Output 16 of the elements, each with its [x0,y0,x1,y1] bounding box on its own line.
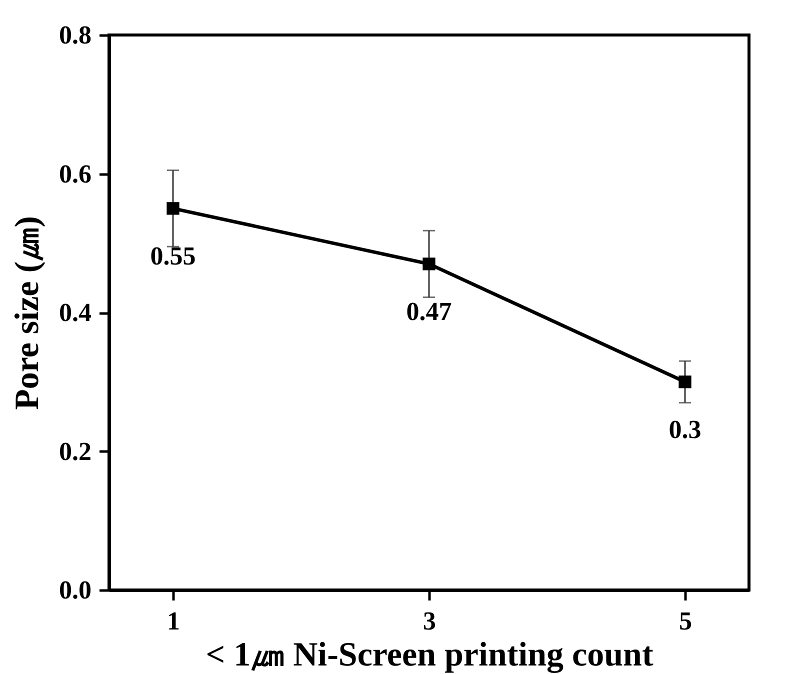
y-tick-label: 0.0 [59,576,92,604]
point [422,258,436,270]
y-tick-label: 0.4 [59,298,92,327]
x-axis-title: < 1㎛ Ni-Screen printing count [206,636,654,674]
y-axis-title: Pore size (㎛) [9,216,46,410]
data-label: 0.3 [668,414,702,444]
y-tick-label: 0.6 [59,159,92,188]
point [166,202,180,215]
data-label: 0.47 [406,296,452,326]
x-tick-label: 1 [167,606,180,636]
x-tick-label: 5 [679,606,692,636]
y-tick-label: 0.2 [59,436,92,466]
data-label: 0.55 [150,241,196,270]
point [678,376,692,388]
y-tick-label: 0.8 [59,20,92,50]
x-tick-label: 3 [423,606,436,636]
